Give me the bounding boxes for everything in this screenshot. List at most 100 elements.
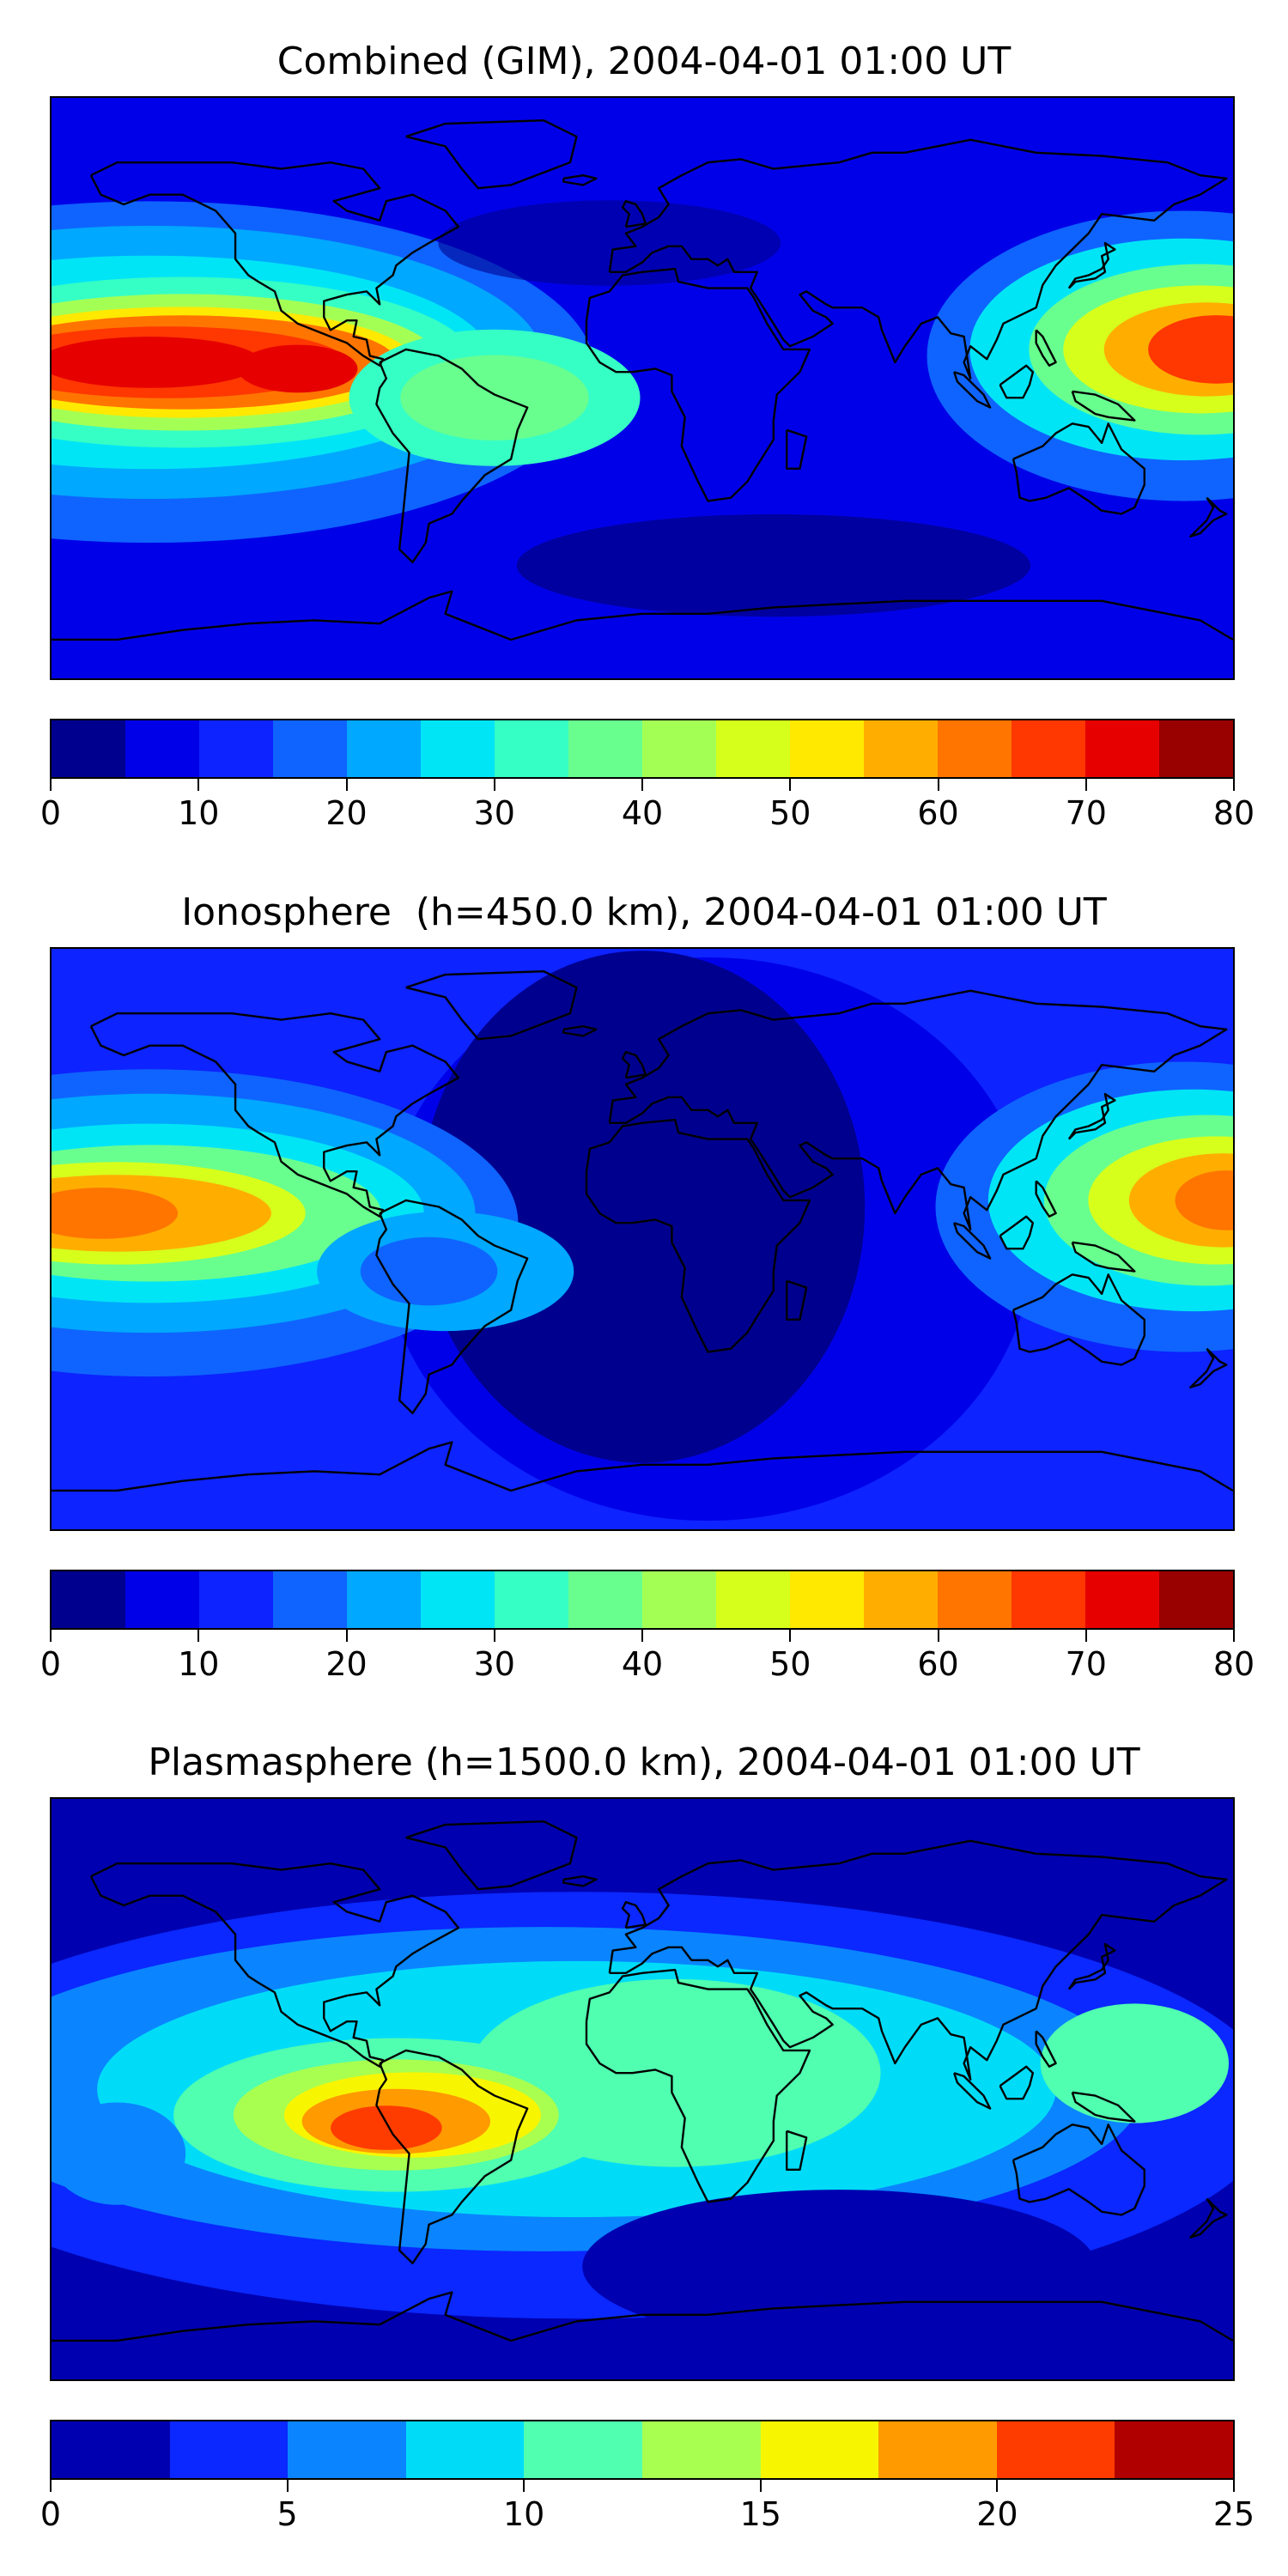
coastline — [405, 970, 578, 1041]
panel-3-title: Plasmasphere (h=1500.0 km), 2004-04-01 0… — [148, 1741, 1140, 1784]
panel-3-colorbar-ticks: 0 5 10 15 20 25 — [40, 2480, 1255, 2533]
colorbar-segment — [524, 2421, 642, 2478]
colorbar-tick-label: 60 — [917, 1645, 959, 1683]
colorbar-segment — [52, 720, 125, 777]
colorbar-segment — [996, 2421, 1115, 2478]
colorbar-segment — [716, 1571, 790, 1628]
coastline — [562, 173, 598, 186]
field-contour — [516, 513, 1031, 617]
colorbar-tick — [50, 779, 52, 791]
colorbar-segment — [790, 720, 864, 777]
field-contour — [1148, 315, 1233, 384]
colorbar-segment — [568, 720, 642, 777]
colorbar-segment — [495, 1571, 568, 1628]
colorbar-tick — [641, 779, 643, 791]
colorbar-segment — [169, 2421, 289, 2478]
colorbar-tick — [641, 1630, 643, 1642]
colorbar-segment — [125, 720, 199, 777]
colorbar-tick — [937, 779, 939, 791]
colorbar-tick — [937, 1630, 939, 1642]
colorbar-tick-label: 70 — [1065, 1645, 1107, 1683]
coastline — [1035, 1180, 1057, 1218]
colorbar-segment — [1085, 1571, 1159, 1628]
colorbar-tick — [50, 2480, 52, 2492]
coastline — [1189, 496, 1228, 538]
colorbar-tick-label: 10 — [178, 794, 220, 832]
colorbar-segment — [288, 2421, 406, 2478]
colorbar-tick — [1084, 1630, 1087, 1642]
colorbar-segment — [52, 2421, 170, 2478]
colorbar-segment — [421, 1571, 495, 1628]
coastline — [1035, 329, 1057, 367]
coastline — [1071, 390, 1136, 422]
colorbar-segment — [1159, 720, 1233, 777]
colorbar-segment — [125, 1571, 199, 1628]
colorbar-tick — [493, 1630, 495, 1642]
colorbar-tick — [493, 779, 495, 791]
colorbar-tick-label: 20 — [325, 794, 368, 832]
panel-1-heatmap — [52, 98, 1233, 678]
colorbar-tick-label: 5 — [276, 2495, 298, 2533]
coastline — [562, 1024, 598, 1037]
panel-3-heatmap — [52, 1799, 1233, 2379]
coastline — [89, 161, 460, 367]
coastline — [375, 1199, 529, 1414]
colorbar-segment — [273, 720, 347, 777]
coastline — [52, 590, 1233, 641]
coastline — [999, 364, 1035, 399]
colorbar-tick-label: 25 — [1212, 2495, 1255, 2533]
colorbar-tick — [197, 1630, 200, 1642]
colorbar-tick-label: 0 — [39, 2495, 62, 2533]
coastline — [1067, 1942, 1116, 1990]
colorbar-tick-label: 30 — [473, 1645, 515, 1683]
field-contour — [438, 200, 781, 286]
colorbar-segment — [642, 1571, 716, 1628]
field-contour — [52, 1188, 179, 1239]
coastline — [1189, 1347, 1228, 1388]
colorbar-tick — [996, 2480, 999, 2492]
colorbar-segment — [52, 1571, 125, 1628]
colorbar-tick-label: 70 — [1065, 794, 1107, 832]
colorbar-segment — [864, 720, 938, 777]
colorbar-segment — [421, 720, 495, 777]
panel-1-colorbar-ticks: 0 10 20 30 40 50 60 70 80 — [40, 779, 1255, 832]
coastline — [999, 1215, 1035, 1250]
colorbar-tick — [523, 2480, 526, 2492]
field-contour — [419, 951, 866, 1463]
field-contour — [331, 2105, 442, 2150]
field-contour — [1040, 2003, 1230, 2123]
colorbar-tick-label: 40 — [621, 1645, 664, 1683]
colorbar-tick-label: 0 — [39, 794, 62, 832]
colorbar-segment — [878, 2421, 997, 2478]
colorbar-segment — [347, 1571, 421, 1628]
colorbar-tick — [1233, 2480, 1235, 2492]
coastline — [585, 267, 811, 502]
coastline — [621, 1050, 647, 1079]
coastline — [608, 1839, 1228, 2081]
colorbar-tick — [345, 1630, 348, 1642]
colorbar-tick-label: 50 — [769, 794, 811, 832]
field-contour — [52, 2102, 186, 2205]
panel-2-colorbar — [50, 1570, 1235, 1630]
colorbar-tick-label: 80 — [1212, 794, 1255, 832]
colorbar-segment — [199, 1571, 273, 1628]
colorbar-segment — [760, 2421, 879, 2478]
coastline — [585, 1118, 811, 1353]
colorbar-segment — [641, 2421, 761, 2478]
colorbar-tick — [345, 779, 348, 791]
coastline — [89, 1012, 460, 1218]
coastline — [999, 2065, 1035, 2100]
coastline — [786, 2129, 808, 2172]
colorbar-segment — [405, 2421, 525, 2478]
coastline — [608, 989, 1228, 1230]
colorbar-segment — [1012, 1571, 1085, 1628]
colorbar-segment — [938, 720, 1012, 777]
colorbar-segment — [347, 720, 421, 777]
coastline — [786, 428, 808, 471]
colorbar-tick — [1233, 1630, 1235, 1642]
coastline — [1035, 2030, 1057, 2068]
coastline — [89, 1862, 460, 2068]
coastline — [953, 1222, 992, 1260]
field-contour — [237, 344, 358, 393]
coastline — [1067, 241, 1116, 289]
